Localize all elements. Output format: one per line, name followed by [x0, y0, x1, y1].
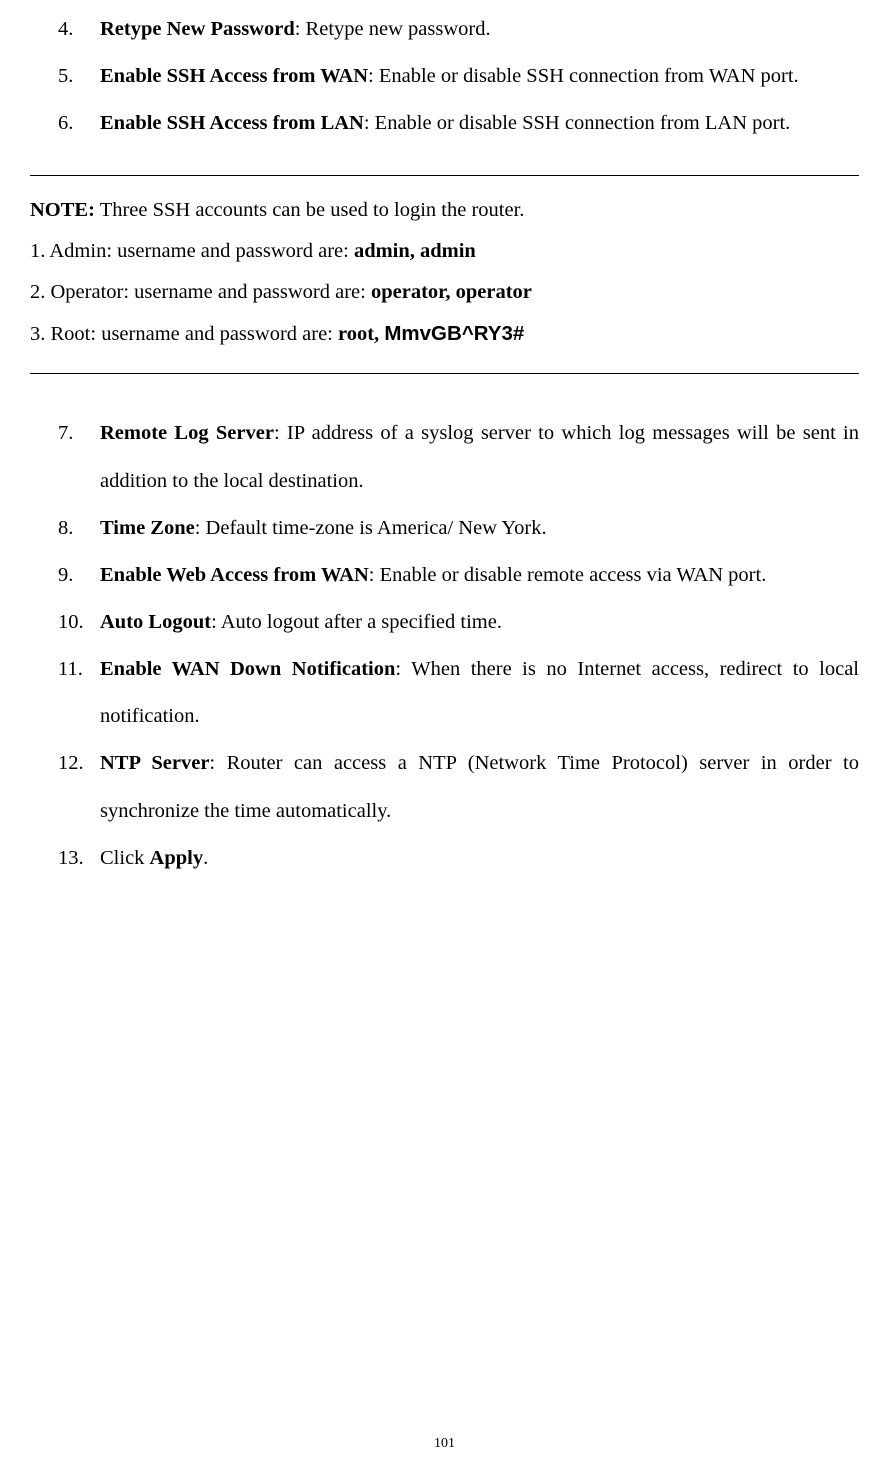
list-item: 10. Auto Logout: Auto logout after a spe…: [30, 599, 859, 646]
note-lead-rest: Three SSH accounts can be used to login …: [95, 199, 524, 221]
list-term: NTP Server: [100, 752, 209, 774]
list-item: 4. Retype New Password: Retype new passw…: [30, 6, 859, 53]
list-desc: : Router can access a NTP (Network Time …: [100, 752, 859, 821]
list-number: 10.: [58, 599, 100, 646]
note-lead: NOTE: Three SSH accounts can be used to …: [30, 190, 859, 231]
note-l1-pre: 1. Admin: username and password are:: [30, 240, 354, 262]
note-l2-pre: 2. Operator: username and password are:: [30, 281, 371, 303]
list-term: Time Zone: [100, 517, 195, 539]
list-desc: : Auto logout after a specified time.: [211, 611, 502, 633]
bottom-list: 7. Remote Log Server: IP address of a sy…: [30, 410, 859, 881]
list-body: Auto Logout: Auto logout after a specifi…: [100, 599, 859, 646]
list-term: Enable SSH Access from LAN: [100, 112, 364, 134]
list-item: 7. Remote Log Server: IP address of a sy…: [30, 410, 859, 504]
page-number: 101: [0, 1437, 889, 1451]
list-body: Enable Web Access from WAN: Enable or di…: [100, 552, 859, 599]
note-l3-bold2: MmvGB^RY3#: [384, 322, 524, 345]
last-bold: Apply: [150, 847, 204, 869]
list-body: NTP Server: Router can access a NTP (Net…: [100, 740, 859, 834]
note-l3-bold1: root,: [338, 323, 384, 345]
last-post: .: [203, 847, 208, 869]
list-number: 5.: [58, 53, 100, 100]
note-box: NOTE: Three SSH accounts can be used to …: [30, 175, 859, 374]
list-number: 12.: [58, 740, 100, 834]
list-number: 11.: [58, 646, 100, 740]
list-number: 4.: [58, 6, 100, 53]
list-number: 7.: [58, 410, 100, 504]
list-desc: : Retype new password.: [295, 18, 491, 40]
document-page: 4. Retype New Password: Retype new passw…: [0, 0, 889, 1469]
list-item: 12. NTP Server: Router can access a NTP …: [30, 740, 859, 834]
list-body: Time Zone: Default time-zone is America/…: [100, 505, 859, 552]
list-number: 13.: [58, 835, 100, 882]
note-lead-bold: NOTE:: [30, 199, 95, 221]
list-desc: : Enable or disable SSH connection from …: [364, 112, 790, 134]
list-item: 6. Enable SSH Access from LAN: Enable or…: [30, 100, 859, 147]
list-body: Enable SSH Access from WAN: Enable or di…: [100, 53, 859, 100]
list-desc: : Enable or disable SSH connection from …: [368, 65, 799, 87]
list-term: Enable SSH Access from WAN: [100, 65, 368, 87]
list-term: Enable WAN Down Notification: [100, 658, 395, 680]
list-term: Remote Log Server: [100, 422, 274, 444]
list-body: Remote Log Server: IP address of a syslo…: [100, 410, 859, 504]
list-item: 9. Enable Web Access from WAN: Enable or…: [30, 552, 859, 599]
note-l2-bold: operator, operator: [371, 281, 532, 303]
list-item: 8. Time Zone: Default time-zone is Ameri…: [30, 505, 859, 552]
list-item: 13. Click Apply.: [30, 835, 859, 882]
top-list: 4. Retype New Password: Retype new passw…: [30, 6, 859, 147]
note-line-3: 3. Root: username and password are: root…: [30, 313, 859, 355]
note-l3-pre: 3. Root: username and password are:: [30, 323, 338, 345]
list-desc: : Enable or disable remote access via WA…: [369, 564, 767, 586]
list-body: Click Apply.: [100, 835, 859, 882]
list-term: Auto Logout: [100, 611, 211, 633]
list-number: 8.: [58, 505, 100, 552]
list-number: 9.: [58, 552, 100, 599]
list-item: 5. Enable SSH Access from WAN: Enable or…: [30, 53, 859, 100]
last-pre: Click: [100, 847, 150, 869]
note-l1-bold: admin, admin: [354, 240, 476, 262]
list-body: Retype New Password: Retype new password…: [100, 6, 859, 53]
list-body: Enable WAN Down Notification: When there…: [100, 646, 859, 740]
list-number: 6.: [58, 100, 100, 147]
note-line-2: 2. Operator: username and password are: …: [30, 272, 859, 313]
list-term: Retype New Password: [100, 18, 295, 40]
list-body: Enable SSH Access from LAN: Enable or di…: [100, 100, 859, 147]
list-desc: : Default time-zone is America/ New York…: [195, 517, 547, 539]
list-item: 11. Enable WAN Down Notification: When t…: [30, 646, 859, 740]
list-term: Enable Web Access from WAN: [100, 564, 369, 586]
note-line-1: 1. Admin: username and password are: adm…: [30, 231, 859, 272]
